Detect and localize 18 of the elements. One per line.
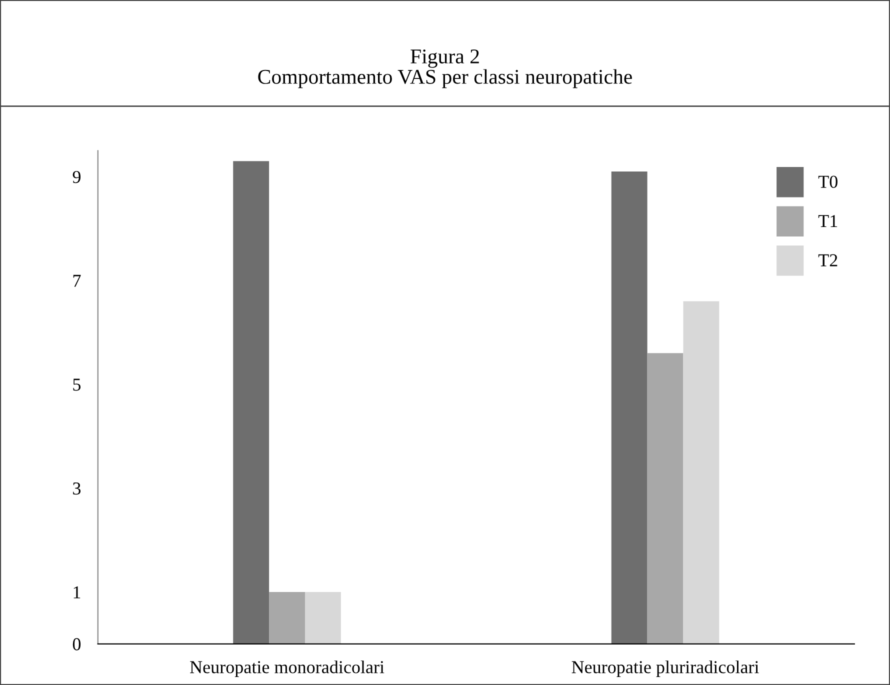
bar: [269, 592, 305, 644]
bar: [611, 171, 648, 644]
bar: [647, 353, 684, 644]
y-tick-label: 1: [74, 586, 80, 598]
x-tick-label: Neuropatie monoradicolari: [190, 660, 384, 677]
legend-label: T2: [818, 254, 838, 266]
bar: [233, 161, 270, 644]
y-tick-label: 5: [73, 378, 81, 391]
bar: [683, 301, 720, 644]
x-tick-label: Neuropatie pluriradicolari: [572, 660, 759, 677]
bar: [304, 592, 341, 644]
y-tick-label: 9: [72, 170, 80, 184]
chart-title: Figura 2 Comportamento VAS per classi neuropatiche: [258, 49, 632, 88]
y-tick-label: 7: [73, 274, 81, 287]
y-tick-label: 3: [73, 482, 81, 495]
legend-label: T0: [818, 176, 838, 188]
y-tick-label: 0: [72, 638, 81, 650]
legend-label: T1: [818, 215, 838, 227]
